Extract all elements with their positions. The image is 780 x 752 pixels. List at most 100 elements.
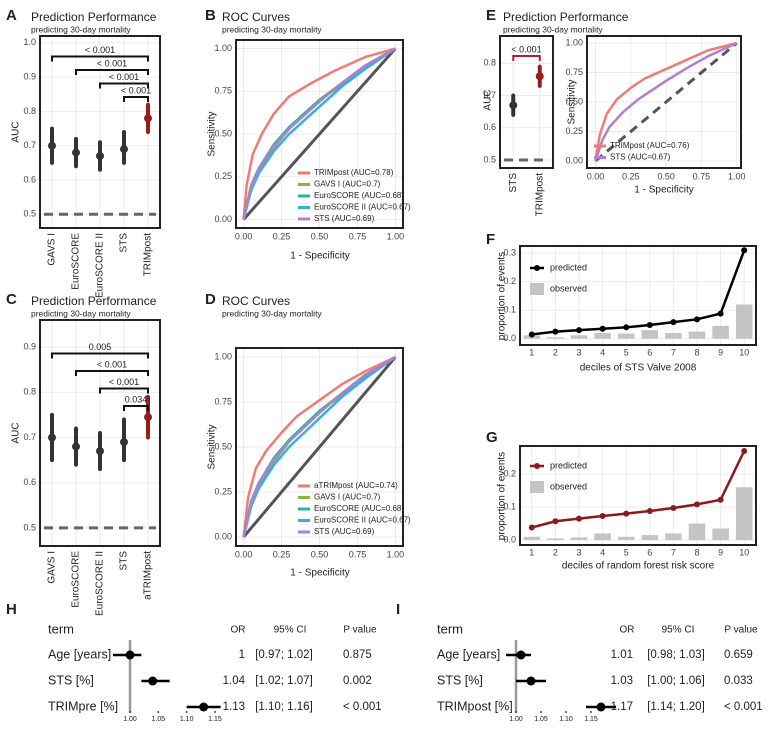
- legend-label: GAVS I (AUC=0.7): [314, 180, 381, 189]
- x-tick-label: 0.00: [235, 549, 253, 559]
- legend-label: EuroSCORE (AUC=0.68): [314, 191, 404, 200]
- x-tick-label: 1.05: [152, 716, 166, 723]
- panel-letter: E: [486, 7, 496, 24]
- line: [531, 249, 746, 336]
- legend-swatch: [530, 481, 544, 493]
- point: [144, 114, 152, 123]
- y-tick-label: 0.7: [23, 140, 36, 150]
- x-tick-label: 0.25: [273, 549, 291, 559]
- p-value-label: < 0.001: [511, 44, 541, 54]
- point: [670, 505, 677, 512]
- diagonal: [594, 41, 738, 163]
- comparison-bracket: [51, 352, 149, 359]
- column-header: term: [48, 621, 74, 636]
- y-tick-label: 0.50: [565, 96, 583, 106]
- ci-label: [1.14; 1.20]: [647, 701, 705, 713]
- roc-curve: [242, 355, 397, 538]
- term-label: STS [%]: [48, 673, 94, 687]
- roc-curve: [242, 47, 396, 220]
- comparison-bracket: [51, 55, 149, 62]
- y-tick-label: 0.50: [214, 441, 232, 451]
- legend-label: EuroSCORE II (AUC=0.67): [314, 516, 411, 525]
- legend-label: STS (AUC=0.69): [314, 214, 375, 223]
- or-value: 1.03: [611, 675, 633, 687]
- y-tick-label: 0.5: [23, 209, 36, 219]
- column-header: term: [437, 621, 463, 636]
- y-axis-label: Sensitivity: [567, 79, 578, 124]
- bar: [641, 330, 659, 339]
- x-tick-label: 1.15: [208, 716, 222, 723]
- x-tick-label: 1.00: [509, 716, 523, 723]
- point: [741, 247, 748, 254]
- y-tick-label: 1.00: [565, 37, 583, 47]
- x-axis-label: 1 - Specificity: [290, 568, 349, 579]
- x-tick-label: 2: [553, 547, 558, 557]
- p-value: 0.659: [724, 649, 753, 661]
- bar: [617, 536, 635, 541]
- point: [694, 316, 700, 323]
- y-tick-label: 0.8: [23, 106, 36, 116]
- chart-subtitle: predicting 30-day mortality: [31, 24, 131, 34]
- comparison-bracket: [123, 96, 149, 102]
- bar: [570, 537, 588, 541]
- legend-swatch: [534, 463, 540, 469]
- y-tick-label: 0.9: [23, 341, 36, 351]
- y-tick-label: 0.00: [565, 155, 583, 165]
- x-tick-label: EuroSCORE II: [95, 551, 106, 616]
- point: [72, 148, 80, 157]
- point: [646, 322, 653, 329]
- point: [552, 328, 559, 335]
- point: [646, 508, 653, 515]
- ci-label: [0.98; 1.03]: [647, 649, 705, 661]
- point: [623, 324, 630, 331]
- point: [552, 518, 559, 525]
- bar: [665, 333, 682, 339]
- x-tick-label: 7: [671, 347, 676, 357]
- point: [694, 501, 700, 508]
- comparison-bracket: [99, 387, 149, 394]
- point: [741, 447, 748, 454]
- x-tick-label: TRIMpost: [534, 173, 545, 217]
- point: [670, 319, 677, 326]
- term-label: TRIMpre [%]: [48, 699, 118, 713]
- x-tick-label: 0.25: [273, 231, 291, 241]
- legend-swatch: [530, 283, 544, 295]
- p-value: 0.033: [724, 675, 753, 687]
- x-tick-label: 1.00: [728, 171, 746, 181]
- y-axis-label: proportion of events: [497, 452, 508, 540]
- point: [96, 447, 104, 456]
- chart-subtitle: predicting 30-day mortality: [31, 308, 131, 318]
- legend-label: EuroSCORE II (AUC=0.67): [314, 203, 411, 212]
- y-tick-label: 0.5: [483, 154, 496, 164]
- roc-curve: [242, 47, 397, 220]
- y-tick-label: 0.50: [214, 128, 232, 138]
- x-tick-label: 0.00: [235, 231, 253, 241]
- x-tick-label: 1: [529, 347, 534, 357]
- x-axis-label: deciles of STS Valve 2008: [580, 363, 697, 374]
- x-tick-label: 8: [694, 547, 699, 557]
- column-header: 95% CI: [274, 625, 307, 636]
- panel-frame: [39, 319, 161, 547]
- point: [535, 72, 544, 81]
- legend-label: TRIMpost (AUC=0.76): [610, 141, 690, 150]
- chart-title: Prediction Performance: [503, 10, 629, 24]
- x-tick-label: 1.00: [387, 549, 405, 559]
- panel-letter: I: [396, 601, 400, 618]
- roc-curve: [242, 355, 397, 538]
- point: [120, 145, 128, 154]
- x-tick-label: 1.10: [559, 716, 573, 723]
- legend-label: predicted: [550, 262, 587, 272]
- y-tick-label: 0.75: [214, 396, 232, 406]
- or-value: 1.13: [223, 701, 245, 713]
- x-tick-label: 9: [718, 347, 723, 357]
- x-tick-label: 1.15: [584, 716, 598, 723]
- bar: [641, 535, 659, 541]
- x-tick-label: 10: [739, 347, 749, 357]
- y-tick-label: 0.00: [214, 214, 232, 224]
- x-tick-label: 9: [718, 547, 723, 557]
- term-label: Age [years]: [437, 647, 500, 661]
- comparison-bracket: [512, 55, 541, 61]
- comparison-bracket: [75, 370, 149, 376]
- point: [509, 101, 518, 110]
- bar: [665, 533, 682, 541]
